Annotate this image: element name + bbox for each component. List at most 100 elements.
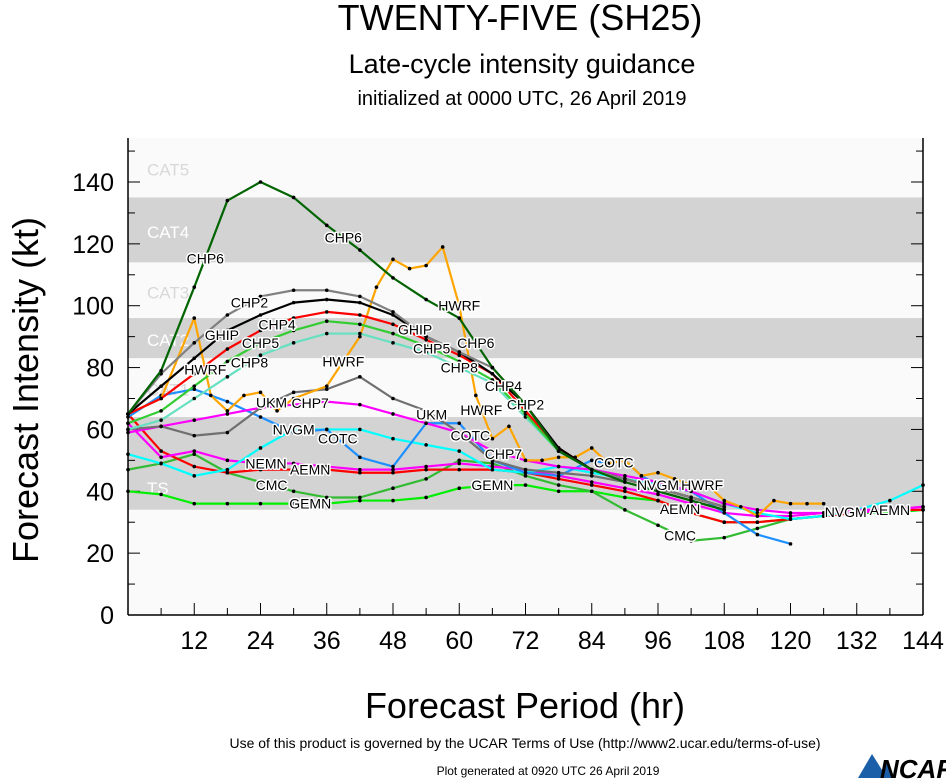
data-point-nvgm bbox=[192, 474, 197, 478]
data-point-nemn bbox=[358, 467, 362, 472]
data-point-cmc bbox=[490, 461, 495, 466]
band-label: CAT2 bbox=[147, 331, 189, 350]
data-point-aemn bbox=[225, 470, 230, 475]
data-point-aemn bbox=[755, 520, 760, 525]
series-label-cmc: CMC bbox=[256, 477, 288, 493]
data-point-cotc bbox=[324, 427, 329, 432]
data-point-chp4 bbox=[391, 322, 395, 327]
data-point-ukm bbox=[159, 424, 163, 429]
data-point-chp4 bbox=[324, 310, 329, 314]
data-point-chp6 bbox=[291, 195, 296, 200]
series-label-ukm: UKM bbox=[256, 395, 287, 411]
series-label-nvgm: NVGM bbox=[825, 504, 867, 520]
data-point-chp7 bbox=[358, 402, 362, 407]
data-point-hwrf bbox=[192, 316, 197, 320]
data-point-chp5 bbox=[159, 409, 163, 413]
series-label-nvgm: NVGM bbox=[637, 477, 679, 493]
data-point-nvgm bbox=[490, 467, 495, 472]
data-point-nemn bbox=[457, 461, 462, 466]
data-point-hwrf bbox=[656, 470, 660, 475]
data-point-chp6 bbox=[523, 402, 528, 407]
plot-generated: Plot generated at 0920 UTC 26 April 2019 bbox=[437, 764, 660, 778]
data-point-hwrf bbox=[358, 334, 362, 339]
data-point-hwrf bbox=[772, 498, 776, 503]
data-point-chp2 bbox=[391, 310, 395, 314]
data-point-hwrf bbox=[457, 303, 462, 308]
data-point-chp4 bbox=[159, 396, 163, 401]
data-point-chp6 bbox=[457, 316, 462, 320]
data-point-chp8 bbox=[192, 396, 197, 401]
band-cat3 bbox=[128, 262, 923, 319]
data-point-chp6 bbox=[556, 449, 561, 453]
data-point-hwrf bbox=[225, 409, 230, 413]
data-point-ukm bbox=[490, 458, 495, 463]
data-point-chp8 bbox=[126, 427, 130, 432]
data-point-hwrf bbox=[275, 409, 279, 413]
data-point-cotc bbox=[358, 455, 362, 460]
data-point-aemn bbox=[921, 508, 925, 512]
data-point-gemn bbox=[556, 489, 561, 494]
y-tick-label: 140 bbox=[72, 169, 114, 197]
data-point-gemn bbox=[324, 501, 329, 506]
data-point-chp4 bbox=[457, 353, 462, 358]
data-point-hwrf bbox=[490, 436, 495, 441]
series-label-nemn: NEMN bbox=[245, 455, 286, 471]
data-point-chp6 bbox=[722, 508, 727, 512]
data-point-cmc bbox=[324, 495, 329, 500]
data-point-cotc bbox=[788, 542, 793, 546]
data-point-chp2 bbox=[258, 294, 263, 299]
data-point-chp4 bbox=[225, 347, 230, 351]
series-label-cotc: COTC bbox=[594, 454, 634, 470]
data-point-ghip bbox=[291, 300, 296, 305]
data-point-chp2 bbox=[424, 334, 428, 339]
data-point-cmc bbox=[192, 452, 197, 456]
data-point-chp7 bbox=[755, 508, 760, 512]
data-point-hwrf bbox=[407, 266, 412, 271]
data-point-chp7 bbox=[854, 508, 859, 512]
data-point-chp4 bbox=[291, 316, 296, 320]
data-point-chp7 bbox=[556, 464, 561, 469]
data-point-chp7 bbox=[490, 449, 495, 453]
data-point-gemn bbox=[523, 483, 528, 487]
data-point-chp5 bbox=[391, 331, 395, 336]
data-point-hwrf bbox=[705, 483, 710, 487]
data-point-nvgm bbox=[589, 470, 594, 475]
data-point-chp7 bbox=[722, 501, 727, 506]
data-point-cotc bbox=[225, 399, 230, 404]
ncar-logo-text: NCAR bbox=[880, 754, 946, 780]
data-point-chp2 bbox=[358, 294, 362, 299]
data-point-chp8 bbox=[258, 353, 263, 358]
series-label-gemn: GEMN bbox=[289, 496, 331, 512]
data-point-nvgm bbox=[921, 483, 925, 487]
data-point-cmc bbox=[424, 477, 428, 481]
data-point-chp5 bbox=[126, 421, 130, 426]
data-point-hwrf bbox=[523, 458, 528, 463]
data-point-hwrf bbox=[209, 393, 213, 398]
series-label-chp4: CHP4 bbox=[258, 316, 296, 332]
data-point-gemn bbox=[126, 489, 130, 494]
data-point-chp7 bbox=[391, 412, 395, 416]
data-point-chp8 bbox=[391, 341, 395, 345]
data-point-aemn bbox=[424, 467, 428, 472]
data-point-gemn bbox=[192, 501, 197, 506]
data-point-nemn bbox=[391, 467, 395, 472]
series-label-hwrf: HWRF bbox=[184, 362, 226, 378]
data-point-aemn bbox=[689, 511, 693, 515]
data-point-hwrf bbox=[507, 424, 511, 429]
x-tick-label: 144 bbox=[902, 627, 944, 655]
data-point-chp4 bbox=[523, 409, 528, 413]
series-label-nvgm: NVGM bbox=[273, 421, 315, 437]
data-point-chp2 bbox=[656, 486, 660, 490]
band-label: CAT3 bbox=[147, 283, 189, 302]
series-label-chp8: CHP8 bbox=[441, 360, 479, 376]
y-tick-label: 100 bbox=[72, 293, 114, 321]
data-point-chp5 bbox=[258, 341, 263, 345]
x-tick-label: 24 bbox=[247, 627, 275, 655]
data-point-aemn bbox=[324, 467, 329, 472]
data-point-chp6 bbox=[159, 368, 163, 373]
chart-title: TWENTY-FIVE (SH25) bbox=[338, 0, 703, 38]
data-point-ukm bbox=[324, 387, 329, 392]
chart-subtitle: Late-cycle intensity guidance bbox=[349, 49, 696, 79]
data-point-cotc bbox=[192, 387, 197, 392]
data-point-chp2 bbox=[192, 341, 197, 345]
